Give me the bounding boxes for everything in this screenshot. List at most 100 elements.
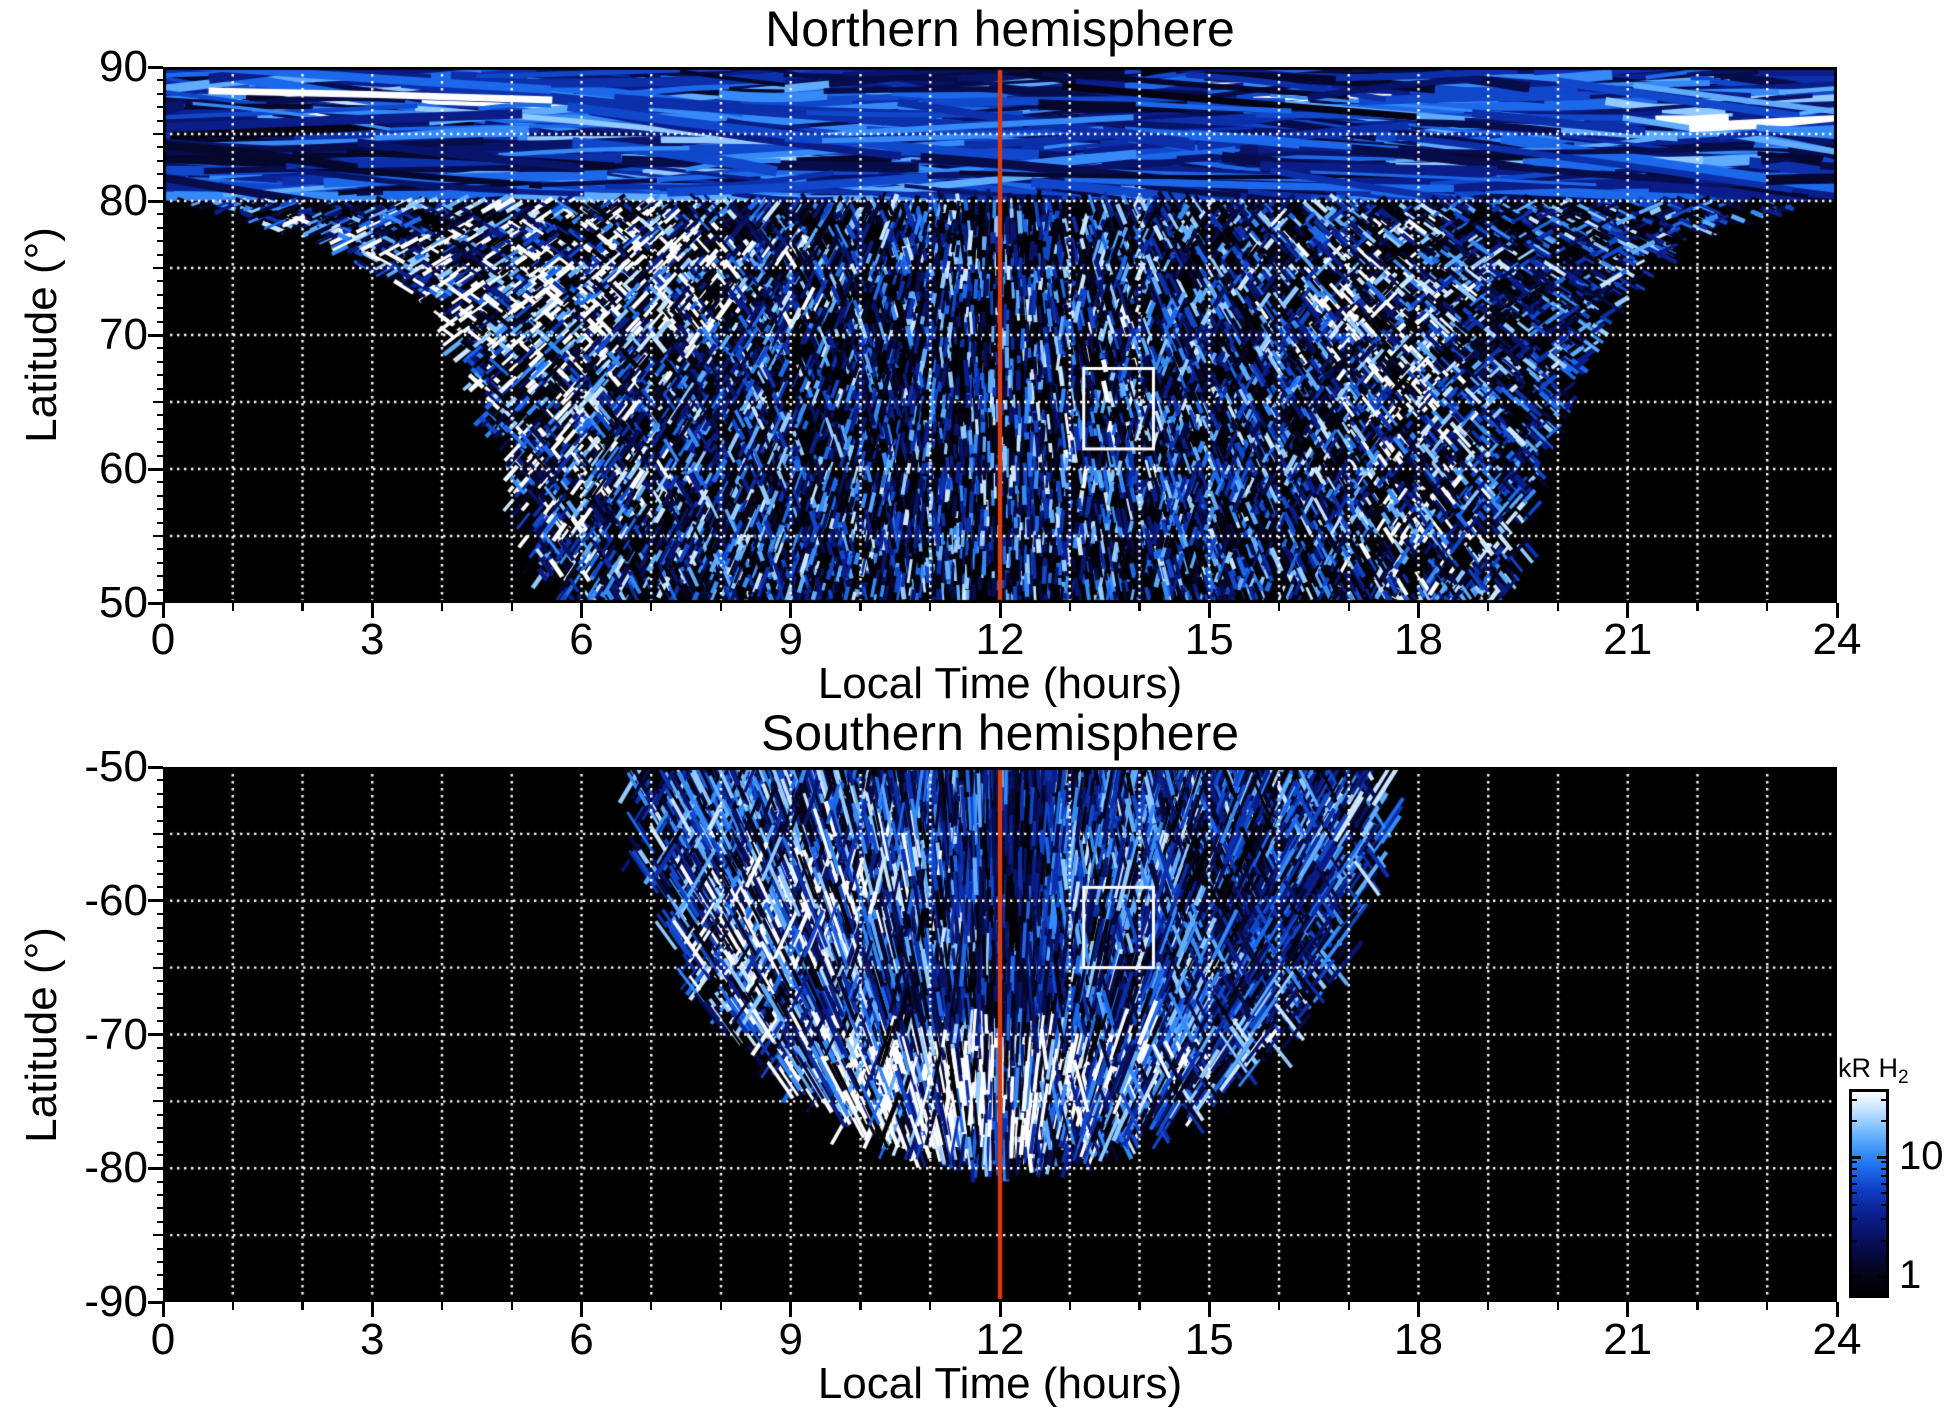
y-major-tick	[148, 1033, 163, 1036]
x-major-tick	[1626, 603, 1630, 618]
x-major-tick	[1207, 603, 1211, 618]
colorbar-minor-tick	[1852, 1098, 1857, 1101]
x-minor-tick	[231, 603, 234, 611]
y-minor-tick	[157, 1113, 163, 1116]
y-tick-label: -70	[84, 1009, 148, 1059]
y-major-tick	[148, 765, 163, 769]
x-minor-tick	[1138, 603, 1141, 611]
x-tick-label: 15	[1184, 1315, 1234, 1364]
y-minor-tick	[157, 307, 163, 310]
x-minor-tick	[1696, 1302, 1699, 1310]
x-major-tick	[370, 1302, 374, 1317]
x-major-tick	[1626, 1302, 1630, 1317]
y-minor-tick	[153, 1234, 163, 1237]
y-minor-tick	[157, 1180, 163, 1183]
x-minor-tick	[929, 603, 932, 611]
x-minor-tick	[719, 603, 723, 611]
x-minor-tick	[650, 603, 653, 611]
y-minor-tick	[153, 133, 163, 135]
x-minor-tick	[1347, 1302, 1350, 1310]
y-minor-tick	[157, 347, 163, 350]
x-minor-tick	[1138, 1302, 1141, 1310]
x-major-tick	[1417, 1302, 1420, 1317]
y-minor-tick	[157, 548, 163, 551]
y-minor-tick	[157, 173, 163, 176]
x-major-tick	[1417, 603, 1420, 618]
y-minor-tick	[157, 926, 163, 929]
y-minor-tick	[157, 1247, 163, 1250]
y-minor-tick	[157, 873, 163, 875]
colorbar-major-tick	[1877, 1155, 1886, 1159]
colorbar-minor-tick	[1881, 1120, 1886, 1123]
x-tick-label: 18	[1394, 615, 1443, 664]
south-heatmap-canvas	[163, 767, 1837, 1302]
colorbar-minor-tick	[1852, 1161, 1857, 1164]
y-major-tick	[148, 1300, 163, 1304]
y-major-tick	[148, 467, 163, 471]
colorbar-minor-tick	[1881, 1167, 1886, 1170]
x-minor-tick	[1277, 603, 1281, 611]
x-major-tick	[580, 1302, 583, 1317]
y-minor-tick	[157, 886, 163, 889]
x-major-tick	[998, 1302, 1002, 1317]
y-minor-tick	[157, 1287, 163, 1290]
x-tick-label: 24	[1812, 615, 1862, 664]
x-minor-tick	[440, 603, 444, 611]
y-minor-tick	[157, 508, 163, 511]
y-minor-tick	[157, 414, 163, 417]
x-major-tick	[789, 1302, 793, 1317]
y-minor-tick	[157, 387, 163, 390]
x-minor-tick	[510, 1302, 513, 1310]
x-tick-label: 21	[1603, 1315, 1653, 1364]
y-minor-tick	[157, 1087, 163, 1089]
y-minor-tick	[157, 253, 163, 256]
colorbar-minor-tick	[1852, 1167, 1857, 1170]
y-minor-tick	[157, 441, 163, 444]
colorbar-minor-tick	[1881, 1239, 1886, 1242]
y-minor-tick	[157, 1006, 163, 1009]
y-tick-label: 80	[99, 176, 148, 225]
y-minor-tick	[157, 1140, 163, 1143]
y-minor-tick	[157, 561, 163, 564]
colorbar-minor-tick	[1852, 1174, 1857, 1177]
south-x-axis-title: Local Time (hours)	[817, 1359, 1183, 1408]
y-minor-tick	[157, 1020, 163, 1023]
x-minor-tick	[1556, 1302, 1560, 1310]
y-minor-tick	[157, 993, 163, 996]
x-minor-tick	[1487, 603, 1490, 611]
y-minor-tick	[157, 1194, 163, 1196]
y-minor-tick	[157, 1046, 163, 1049]
colorbar-minor-tick	[1881, 1161, 1886, 1164]
colorbar-major-tick	[1852, 1155, 1861, 1159]
y-major-tick	[148, 333, 163, 337]
y-minor-tick	[157, 588, 163, 591]
y-minor-tick	[157, 1220, 163, 1223]
colorbar-minor-tick	[1852, 1239, 1857, 1242]
y-tick-label: 60	[99, 444, 148, 493]
y-tick-label: -90	[84, 1277, 148, 1326]
y-minor-tick	[157, 374, 163, 377]
y-minor-tick	[157, 1207, 163, 1210]
y-tick-label: -50	[84, 742, 148, 791]
x-minor-tick	[650, 1302, 653, 1310]
y-minor-tick	[153, 966, 163, 969]
x-tick-label: 9	[778, 615, 803, 664]
x-tick-label: 24	[1812, 1315, 1862, 1364]
y-major-tick	[148, 601, 163, 605]
colorbar-minor-tick	[1881, 1182, 1886, 1185]
x-tick-label: 12	[975, 615, 1025, 664]
x-minor-tick	[301, 603, 304, 611]
y-major-tick	[148, 1166, 163, 1170]
y-minor-tick	[157, 575, 163, 578]
y-minor-tick	[157, 792, 163, 795]
x-minor-tick	[1487, 1302, 1490, 1310]
y-minor-tick	[157, 119, 163, 122]
colorbar-major-tick	[1852, 1274, 1861, 1278]
colorbar-minor-tick	[1852, 1218, 1857, 1221]
colorbar-minor-tick	[1852, 1203, 1857, 1206]
colorbar-minor-tick	[1852, 1191, 1857, 1194]
y-tick-label: 90	[99, 42, 148, 91]
y-minor-tick	[157, 360, 163, 363]
x-tick-label: 0	[150, 1315, 176, 1364]
